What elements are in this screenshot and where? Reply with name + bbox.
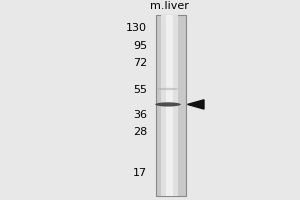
Ellipse shape	[158, 88, 178, 90]
Polygon shape	[188, 100, 204, 109]
Bar	[161, 15, 178, 196]
Bar	[156, 15, 186, 196]
Text: 17: 17	[133, 168, 147, 178]
Text: 55: 55	[133, 85, 147, 95]
Text: 72: 72	[133, 58, 147, 68]
Bar	[166, 15, 173, 196]
Text: m.liver: m.liver	[150, 1, 189, 11]
Text: 28: 28	[133, 127, 147, 137]
Text: 95: 95	[133, 41, 147, 51]
Text: 36: 36	[133, 110, 147, 120]
Text: 130: 130	[126, 23, 147, 33]
Ellipse shape	[155, 102, 181, 107]
